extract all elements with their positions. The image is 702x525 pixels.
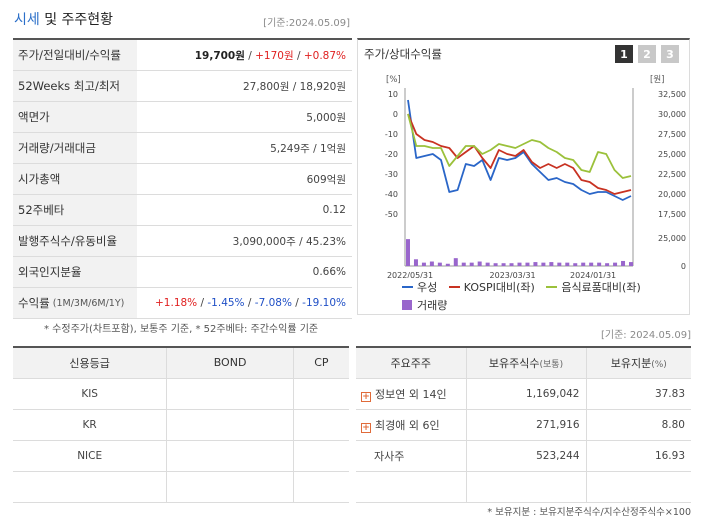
legend-item-kospi: KOSPI대비(좌) xyxy=(448,279,535,295)
table-row: NICE xyxy=(13,440,349,472)
legend-item-food: 음식료품대비(좌) xyxy=(546,279,641,295)
x-tick-label: 2023/03/31 xyxy=(490,271,536,278)
market-cap-row: 시가총액 609억원 xyxy=(13,164,352,195)
series-line-1 xyxy=(407,113,632,195)
volume-bar xyxy=(413,259,418,266)
returns-row: 수익률 (1M/3M/6M/1Y) +1.18% / -1.45% / -7.08… xyxy=(13,288,352,319)
current-price: 19,700원 xyxy=(194,49,245,62)
series-line-2 xyxy=(407,113,632,179)
table-row xyxy=(13,471,349,503)
major-shareholders-table: 주요주주 보유주식수(보통) 보유지분(%) + 정보연 외 14인 1,169,… xyxy=(356,346,691,503)
table-row: 자사주 523,244 16.93 xyxy=(356,440,691,472)
volume-bar xyxy=(517,262,522,266)
chart-legend: 우성 KOSPI대비(좌) 음식료품대비(좌) 거래량 xyxy=(402,278,682,313)
chart-tabs: 1 2 3 xyxy=(615,45,679,63)
base-date-holders: [기준: 2024.05.09] xyxy=(600,330,691,341)
volume-tick-label: 25,000 xyxy=(658,234,686,243)
right-tick-label: 17,500 xyxy=(658,210,686,219)
volume-bar xyxy=(557,262,562,266)
chart-tab-1[interactable]: 1 xyxy=(615,45,633,63)
right-tick-label: 22,500 xyxy=(658,170,686,179)
left-tick-label: -40 xyxy=(385,190,398,199)
volume-bar xyxy=(429,261,434,266)
left-tick-label: -50 xyxy=(385,210,398,219)
volume-bar xyxy=(493,263,498,266)
right-tick-label: 20,000 xyxy=(658,190,686,199)
volume-bar xyxy=(469,262,474,266)
volume-bar xyxy=(445,263,450,266)
chart-title: 주가/상대수익률 xyxy=(364,47,442,61)
credit-rating-table: 신용등급 BOND CP KIS KR NICE xyxy=(13,346,349,503)
volume-bar xyxy=(453,258,458,266)
table-row: + 정보연 외 14인 1,169,042 37.83 xyxy=(356,378,691,410)
change-rate: +0.87% xyxy=(303,49,346,62)
base-date: [기준:2024.05.09] xyxy=(263,18,350,29)
volume-tick-label: 0 xyxy=(681,262,686,271)
right-tick-label: 25,000 xyxy=(658,150,686,159)
left-tick-label: 0 xyxy=(393,110,398,119)
quote-table: 주가/전일대비/수익률 19,700원 / +170원 / +0.87% 52W… xyxy=(13,38,352,319)
left-tick-label: 10 xyxy=(388,90,398,99)
volume-bar xyxy=(581,262,586,266)
quote-footnote: * 수정주가(차트포함), 보통주 기준, * 52주베타: 주간수익률 기준 xyxy=(44,324,319,335)
table-row: + 최경애 외 6인 271,916 8.80 xyxy=(356,409,691,441)
volume-bar xyxy=(589,262,594,266)
volume-bar xyxy=(437,262,442,266)
volume-bar xyxy=(621,260,626,266)
volume-bar xyxy=(597,262,602,266)
volume-bar xyxy=(565,262,570,266)
volume-bar xyxy=(573,263,578,266)
left-tick-label: -10 xyxy=(385,130,398,139)
volume-bar xyxy=(509,263,514,266)
table-row: KIS xyxy=(13,378,349,410)
left-tick-label: -30 xyxy=(385,170,398,179)
holders-footnote: * 보유지분 : 보유지분주식수/지수산정주식수×100 xyxy=(487,507,691,518)
volume-bar xyxy=(421,262,426,266)
volume-bar xyxy=(406,239,410,266)
beta-row: 52주베타 0.12 xyxy=(13,195,352,226)
volume-bar xyxy=(477,261,482,266)
x-tick-label: 2022/05/31 xyxy=(387,271,433,278)
volume-bar xyxy=(501,263,506,266)
x-tick-label: 2024/01/31 xyxy=(570,271,616,278)
right-tick-label: 27,500 xyxy=(658,130,686,139)
volume-bar xyxy=(549,262,554,266)
volume-bar xyxy=(613,262,618,266)
volume-bar xyxy=(541,262,546,266)
volume-bar xyxy=(605,263,610,266)
chart-panel: 주가/상대수익률 1 2 3 [%] [원] 10 0 -10 -20 -30 -40 -50 3… xyxy=(357,38,690,315)
expand-plus-icon[interactable]: + xyxy=(361,391,371,402)
foreign-ownership-row: 외국인지분율 0.66% xyxy=(13,257,352,288)
table-row: KR xyxy=(13,409,349,441)
section-title: 시세 및 주주현황 xyxy=(14,12,114,28)
series-line-0 xyxy=(407,99,632,201)
chart-tab-3[interactable]: 3 xyxy=(661,45,679,63)
chart-tab-2[interactable]: 2 xyxy=(638,45,656,63)
expand-plus-icon[interactable]: + xyxy=(361,422,371,433)
volume-row: 거래량/거래대금 5,249주 / 1억원 xyxy=(13,133,352,164)
week52-row: 52Weeks 최고/최저 27,800원 / 18,920원 xyxy=(13,71,352,102)
right-axis-unit: [원] xyxy=(650,75,664,85)
price-row: 주가/전일대비/수익률 19,700원 / +170원 / +0.87% xyxy=(13,40,352,71)
shares-row: 발행주식수/유동비율 3,090,000주 / 45.23% xyxy=(13,226,352,257)
volume-bar xyxy=(461,262,466,266)
volume-bar xyxy=(485,262,490,266)
par-value-row: 액면가 5,000원 xyxy=(13,102,352,133)
price-change: +170원 xyxy=(255,49,294,62)
legend-item-stock: 우성 xyxy=(402,279,437,295)
right-tick-label: 30,000 xyxy=(658,110,686,119)
legend-item-volume: 거래량 xyxy=(402,297,447,313)
left-tick-label: -20 xyxy=(385,150,398,159)
volume-bar xyxy=(525,262,530,266)
volume-bar xyxy=(533,262,538,266)
price-relative-return-chart: [%] [원] 10 0 -10 -20 -30 -40 -50 32,500 30,000 27,5… xyxy=(385,75,686,278)
left-axis-unit: [%] xyxy=(386,75,401,85)
volume-bar xyxy=(629,262,633,266)
table-row xyxy=(356,471,691,503)
right-tick-label: 32,500 xyxy=(658,90,686,99)
